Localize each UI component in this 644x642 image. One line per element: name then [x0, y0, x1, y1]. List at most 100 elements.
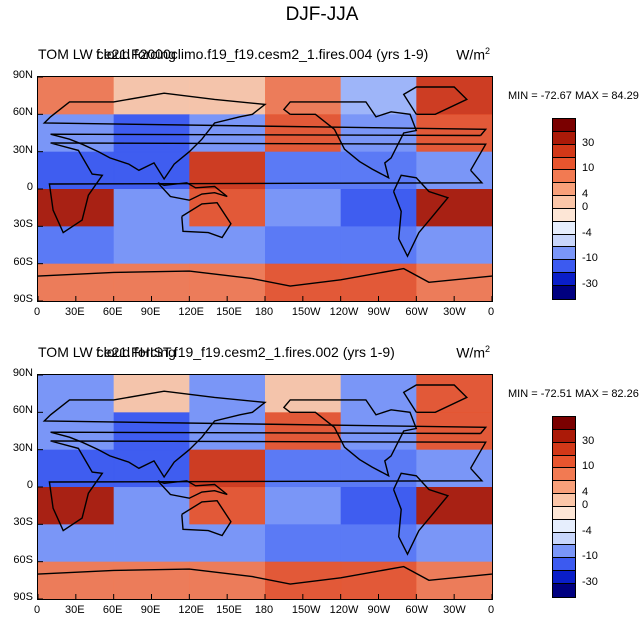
colorbar-box	[553, 144, 575, 158]
y-tick-label: 30S	[13, 516, 33, 529]
field-cell	[265, 524, 342, 563]
x-tick-label: 180	[254, 604, 274, 616]
colorbar-box	[553, 583, 575, 597]
figure-title: DJF-JJA	[285, 4, 359, 25]
colorbar-label: -4	[582, 524, 592, 537]
colorbar-box	[553, 455, 575, 469]
field-cell	[38, 114, 115, 153]
colorbar-box	[553, 208, 575, 222]
field-cell	[38, 77, 115, 115]
field-cell	[113, 524, 190, 563]
greenland-coastline	[402, 86, 469, 115]
north-america-coastline	[282, 399, 418, 478]
field-cell	[38, 375, 115, 413]
colorbar-box	[553, 131, 575, 145]
australia-coastline	[181, 499, 232, 537]
y-tick-label: 90S	[13, 293, 33, 305]
field-cell	[38, 189, 115, 227]
field-cell	[340, 524, 417, 563]
field-cell	[265, 487, 342, 525]
units-superscript: 2	[484, 46, 490, 56]
antarctica-coastline	[38, 565, 492, 585]
field-cell	[416, 524, 492, 563]
units-superscript: 2	[484, 344, 490, 354]
colorbar-box	[553, 273, 575, 286]
field-cell	[113, 561, 190, 599]
south-america-coastline	[392, 174, 450, 258]
colorbar-box	[553, 519, 575, 533]
field-cell	[189, 412, 266, 451]
field-cell	[340, 189, 417, 227]
africa-coastline	[48, 440, 487, 532]
field-cell	[113, 189, 190, 227]
x-tick-label: 120W	[329, 306, 359, 318]
colorbar-box	[553, 221, 575, 235]
y-tick-label: 90N	[12, 367, 33, 379]
africa-coastline	[48, 142, 487, 234]
indonesia-coastline	[157, 182, 228, 201]
colorbar-label: 30	[582, 136, 595, 149]
x-tick-label: 30E	[65, 604, 85, 616]
colorbar-box	[553, 481, 575, 495]
colorbar-label: 4	[582, 486, 589, 499]
field-cell	[113, 263, 190, 301]
colorbar-box	[553, 468, 575, 482]
x-tick-label: 150E	[216, 306, 242, 318]
field-cell	[340, 487, 417, 525]
x-tick-label: 0	[33, 306, 41, 318]
y-tick-label: 30N	[12, 143, 33, 156]
colorbar-box	[553, 571, 575, 584]
x-tick-label: 60E	[102, 604, 123, 616]
colorbar-label: 10	[582, 460, 595, 473]
field-cell	[189, 561, 266, 599]
australia-coastline	[181, 201, 232, 239]
x-tick-label: 120E	[178, 306, 205, 318]
field-cell	[113, 412, 190, 451]
colorbar-label: 0	[582, 201, 589, 213]
colorbar-label: -30	[582, 278, 598, 291]
field-cell	[416, 375, 492, 413]
colorbar-box	[553, 260, 575, 274]
map-panel-top: TOM LW cloud forcing f.e21.F2000climo.f1…	[0, 44, 644, 344]
x-tick-label: 30W	[443, 306, 466, 318]
colorbar-label: -30	[582, 576, 598, 589]
field-cell	[340, 561, 417, 599]
colorbar-box	[553, 234, 575, 248]
europe-asia-coastline	[42, 92, 488, 181]
x-tick-label: 0	[33, 604, 41, 616]
indonesia-coastline	[157, 480, 228, 499]
field-cell	[189, 114, 266, 153]
colorbar-box	[553, 545, 575, 559]
field-cell	[416, 151, 492, 190]
x-tick-label: 0	[487, 604, 495, 616]
colorbar-label: 10	[582, 162, 595, 175]
field-cell	[189, 77, 266, 115]
y-tick-label: 60N	[12, 404, 33, 417]
colorbar-box	[553, 170, 575, 184]
units-label: W/m2	[456, 344, 490, 361]
x-tick-label: 0	[487, 306, 495, 318]
field-cell	[416, 449, 492, 488]
y-tick-label: 30N	[12, 441, 33, 454]
x-tick-label: 90W	[367, 604, 391, 616]
panel-title-center: f.e21.FHIST.f19_f19.cesm2_1.fires.002 (y…	[96, 344, 395, 360]
colorbar-box	[553, 532, 575, 546]
field-cell	[265, 189, 342, 227]
units-text: W/m	[456, 344, 485, 361]
x-tick-label: 150W	[291, 306, 321, 318]
x-tick-label: 150W	[291, 604, 321, 616]
x-tick-label: 120W	[329, 604, 359, 616]
field-cell	[113, 114, 190, 153]
colorbar-box	[553, 157, 575, 171]
field-cell	[189, 263, 266, 301]
colorbar-box	[553, 506, 575, 520]
colorbar-box	[553, 196, 575, 209]
colorbar-box	[553, 183, 575, 197]
panel-title-left: TOM LW cloud forcing	[38, 46, 176, 62]
field-cell	[265, 412, 342, 451]
field-cell	[113, 487, 190, 525]
field-cell	[189, 487, 266, 525]
x-tick-label: 60W	[405, 604, 428, 616]
antarctica-coastline	[38, 267, 492, 287]
greenland-coastline	[402, 384, 469, 413]
